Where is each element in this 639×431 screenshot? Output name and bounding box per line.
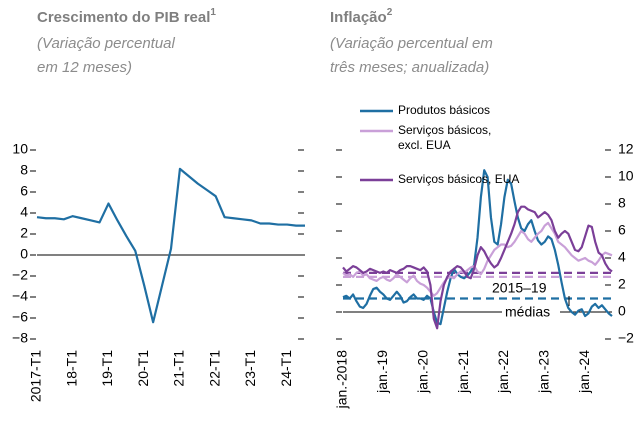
- y-tick-label: 10: [618, 168, 634, 184]
- series-line: [36, 167, 305, 324]
- legend-entry: Produtos básicos: [398, 103, 491, 117]
- x-tick-label: 18-T1: [63, 350, 79, 387]
- annotation: 2015–19: [492, 280, 547, 296]
- y-tick-label: −2: [618, 330, 634, 346]
- y-tick-label: −8: [12, 330, 28, 346]
- y-tick-label: 4: [20, 204, 28, 220]
- y-tick-label: 8: [618, 195, 626, 211]
- series-line: [342, 169, 613, 326]
- x-tick-label: 19-T1: [99, 350, 115, 387]
- series-line: [342, 221, 613, 297]
- x-tick-label: 2017-T1: [28, 350, 44, 402]
- footnote-marker: 2: [387, 7, 393, 18]
- y-tick-label: 4: [618, 249, 626, 265]
- x-tick-label: jan.-2018: [334, 350, 350, 410]
- legend-label: Produtos básicos: [398, 103, 491, 117]
- y-tick-label: 2: [618, 276, 626, 292]
- legend-label: Serviços básicos, EUA: [398, 172, 520, 186]
- chart-subtitle: (Variação percentual: [37, 35, 176, 52]
- chart-subtitle: em 12 meses): [37, 59, 132, 76]
- y-tick-label: 0: [20, 246, 28, 262]
- x-tick-label: jan.-23: [535, 350, 551, 394]
- series-line: [342, 205, 613, 330]
- x-tick-label: jan.-21: [455, 350, 471, 394]
- x-tick-label: 22-T1: [206, 350, 222, 387]
- y-tick-label: −4: [12, 288, 28, 304]
- annotation-bg: [502, 305, 560, 321]
- chart-title-text: Crescimento do PIB real: [37, 9, 210, 26]
- legend-entry: Serviços básicos, excl. EUA: [398, 123, 492, 152]
- x-tick-label: 23-T1: [242, 350, 258, 387]
- x-tick-label: 20-T1: [135, 350, 151, 387]
- x-tick-label: 24-T1: [278, 350, 294, 387]
- x-tick-label: jan.-24: [576, 350, 592, 394]
- chart-title: Inflação2: [330, 7, 393, 26]
- chart-title-text: Inflação: [330, 9, 387, 26]
- x-tick-label: 21-T1: [171, 350, 187, 387]
- chart-subtitle: (Variação percentual em: [330, 35, 493, 52]
- y-tick-label: 12: [618, 141, 634, 157]
- y-tick-label: −2: [12, 267, 28, 283]
- chart-title: Crescimento do PIB real1: [37, 7, 216, 26]
- legend-label: Serviços básicos, excl. EUA: [398, 123, 492, 152]
- chart-subtitle: três meses; anualizada): [330, 59, 489, 76]
- footnote-marker: 1: [210, 7, 216, 18]
- x-tick-label: jan.-20: [414, 350, 430, 394]
- legend-entry: Serviços básicos, EUA: [398, 172, 520, 186]
- y-tick-label: 2: [20, 225, 28, 241]
- x-tick-label: jan.-22: [495, 350, 511, 394]
- y-tick-label: 6: [20, 183, 28, 199]
- y-tick-label: 6: [618, 222, 626, 238]
- x-tick-label: jan.-19: [374, 350, 390, 394]
- y-tick-label: 10: [12, 141, 28, 157]
- annotation: médias: [505, 304, 550, 320]
- y-tick-label: 8: [20, 162, 28, 178]
- y-tick-label: −6: [12, 309, 28, 325]
- y-tick-label: 0: [618, 303, 626, 319]
